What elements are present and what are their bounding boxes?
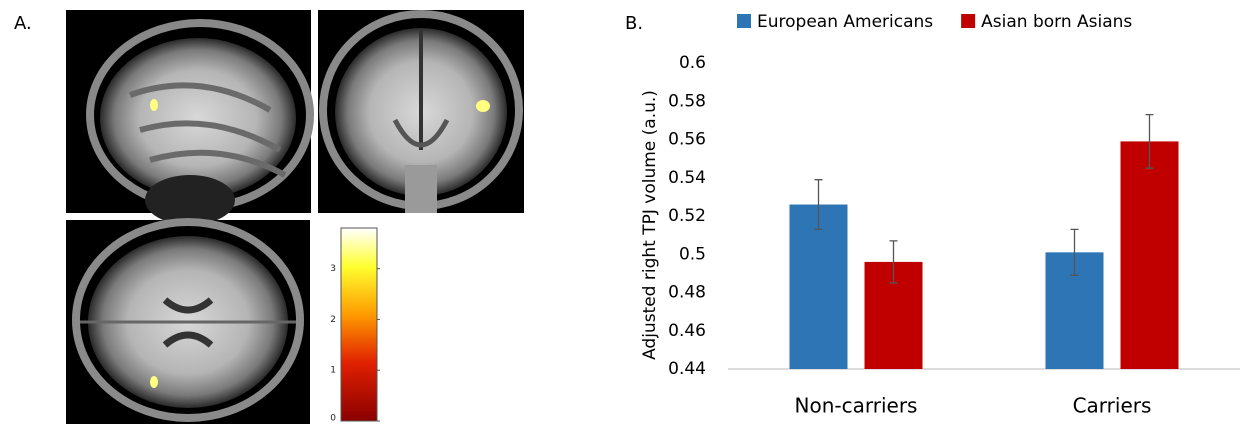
y-tick-label: 0.56 xyxy=(668,130,706,150)
colorbar-tick-label: 1 xyxy=(330,366,336,376)
brain-axial xyxy=(66,220,310,424)
legend-swatch xyxy=(737,14,751,28)
y-tick-label: 0.5 xyxy=(679,244,706,264)
y-tick-label: 0.58 xyxy=(668,91,706,111)
y-axis-label: Adjusted right TPJ volume (a.u.) xyxy=(640,90,660,360)
y-tick-label: 0.46 xyxy=(668,321,706,341)
y-tick-label: 0.44 xyxy=(668,359,706,379)
brain-sagittal xyxy=(66,10,311,225)
colorbar-tick-label: 0 xyxy=(330,414,336,424)
y-tick-label: 0.6 xyxy=(679,53,706,73)
y-tick-label: 0.54 xyxy=(668,168,706,188)
x-tick-label: Non-carriers xyxy=(795,394,918,418)
legend-label: European Americans xyxy=(757,12,933,32)
panel-label: B. xyxy=(625,13,643,34)
y-tick-label: 0.48 xyxy=(668,283,706,303)
legend-swatch xyxy=(961,14,975,28)
colorbar-tick-label: 3 xyxy=(330,264,336,274)
figure: A. B. Adjusted right TPJ volume (a.u.) 0… xyxy=(0,0,1249,424)
bar xyxy=(1121,141,1179,369)
y-tick-label: 0.52 xyxy=(668,206,706,226)
x-tick-label: Carriers xyxy=(1073,394,1152,418)
colorbar xyxy=(341,228,377,421)
legend-label: Asian born Asians xyxy=(981,12,1132,32)
colorbar-tick-label: 2 xyxy=(330,315,336,325)
panel-label: A. xyxy=(14,13,32,34)
brain-coronal xyxy=(318,10,524,213)
